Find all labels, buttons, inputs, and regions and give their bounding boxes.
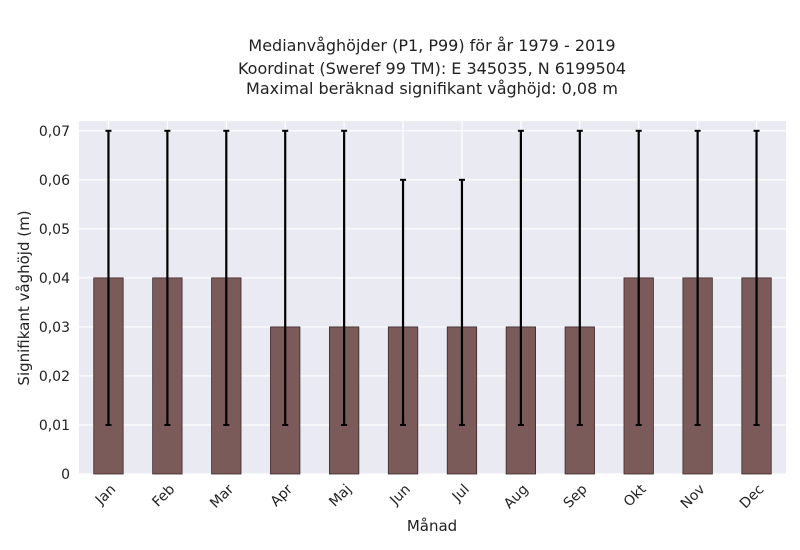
y-tick-label: 0,02 (39, 369, 70, 385)
y-tick-label: 0,01 (39, 418, 70, 434)
x-tick-label: Aug (501, 482, 532, 513)
x-axis-label: Månad (407, 517, 457, 535)
x-tick-label: Feb (149, 481, 178, 510)
error-bars (105, 129, 760, 426)
chart-title-line-3: Maximal beräknad signifikant våghöjd: 0,… (246, 79, 618, 98)
chart-title-line-2: Koordinat (Sweref 99 TM): E 345035, N 61… (238, 59, 626, 78)
y-tick-label: 0,03 (39, 320, 70, 336)
y-tick-label: 0,07 (39, 124, 70, 140)
y-axis-label: Signifikant våghöjd (m) (15, 210, 33, 385)
x-tick-label: Apr (268, 481, 297, 510)
x-tick-label: Jun (386, 482, 413, 509)
y-tick-label: 0,04 (39, 271, 70, 287)
x-tick-label: Jan (92, 482, 119, 509)
x-tick-label: Mar (207, 481, 237, 511)
y-tick-label: 0,05 (39, 222, 70, 238)
x-tick-label: Maj (326, 482, 355, 511)
x-tick-label: Nov (678, 482, 709, 513)
x-tick-label: Jul (449, 482, 473, 506)
x-tick-label: Sep (561, 481, 591, 511)
x-tick-label: Okt (621, 481, 650, 510)
x-tick-label: Dec (737, 482, 767, 512)
y-tick-label: 0,06 (39, 173, 70, 189)
y-tick-labels: 0 0,01 0,02 0,03 0,04 0,05 0,06 0,07 (39, 124, 70, 483)
y-tick-label: 0 (61, 467, 70, 483)
plot-area (79, 121, 786, 474)
chart-title: Medianvåghöjder (P1, P99) för år 1979 - … (238, 36, 626, 98)
x-tick-labels: Jan Feb Mar Apr Maj Jun Jul Aug Sep Okt Nov Dec (92, 481, 767, 512)
chart-title-line-1: Medianvåghöjder (P1, P99) för år 1979 - … (248, 36, 615, 55)
